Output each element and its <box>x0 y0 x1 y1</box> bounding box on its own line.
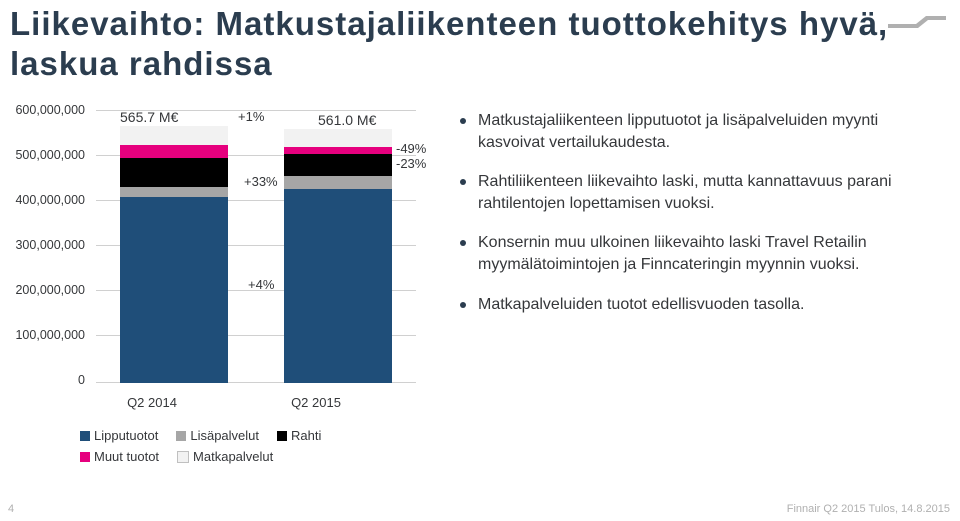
bullet-item: Matkustajaliikenteen lipputuotot ja lisä… <box>460 110 940 153</box>
bullet-item: Rahtiliikenteen liikevaihto laski, mutta… <box>460 171 940 214</box>
pct-minus23: -23% <box>396 156 426 171</box>
bullet-dot-icon <box>460 302 466 308</box>
bar-segment-matkapalvelut <box>284 129 392 148</box>
x-label-1: Q2 2015 <box>256 395 376 410</box>
legend-item: Lipputuotot <box>80 428 158 443</box>
y-tick-4: 400,000,000 <box>0 193 85 207</box>
legend-item: Lisäpalvelut <box>176 428 259 443</box>
bar-segment-lisäpalvelut <box>284 176 392 189</box>
bullet-list: Matkustajaliikenteen lipputuotot ja lisä… <box>460 110 940 333</box>
footer-text: Finnair Q2 2015 Tulos, 14.8.2015 <box>787 503 950 515</box>
legend-label: Rahti <box>291 428 321 443</box>
bar-total-0: 565.7 M€ <box>120 109 178 125</box>
bar-segment-rahti <box>284 154 392 177</box>
y-tick-6: 600,000,000 <box>0 103 85 117</box>
bullet-dot-icon <box>460 118 466 124</box>
bullet-text: Rahtiliikenteen liikevaihto laski, mutta… <box>478 171 940 214</box>
legend: Lipputuotot Lisäpalvelut Rahti Muut tuotot M… <box>80 428 430 470</box>
bar-q2-2015 <box>284 129 392 383</box>
y-tick-5: 500,000,000 <box>0 148 85 162</box>
bullet-dot-icon <box>460 179 466 185</box>
legend-swatch-icon <box>80 431 90 441</box>
legend-swatch-icon <box>176 431 186 441</box>
bullet-text: Matkustajaliikenteen lipputuotot ja lisä… <box>478 110 940 153</box>
plot-area: 565.7 M€ 561.0 M€ +1% -49% -23% +33% +4% <box>96 110 416 390</box>
x-label-0: Q2 2014 <box>92 395 212 410</box>
y-tick-2: 200,000,000 <box>0 283 85 297</box>
bullet-dot-icon <box>460 240 466 246</box>
bullet-item: Konsernin muu ulkoinen liikevaihto laski… <box>460 232 940 275</box>
pct-plus1: +1% <box>238 109 264 124</box>
page-title: Liikevaihto: Matkustajaliikenteen tuotto… <box>10 4 960 83</box>
pct-plus4: +4% <box>248 277 274 292</box>
bar-segment-muut tuotot <box>120 145 228 158</box>
bar-q2-2014 <box>120 126 228 383</box>
legend-swatch-icon <box>277 431 287 441</box>
legend-swatch-icon <box>177 451 189 463</box>
bullet-item: Matkapalveluiden tuotot edellisvuoden ta… <box>460 294 940 316</box>
bullet-text: Matkapalveluiden tuotot edellisvuoden ta… <box>478 294 804 316</box>
legend-swatch-icon <box>80 452 90 462</box>
bar-segment-rahti <box>120 158 228 187</box>
legend-item: Matkapalvelut <box>177 449 273 464</box>
legend-item: Muut tuotot <box>80 449 159 464</box>
bar-segment-lisäpalvelut <box>120 187 228 197</box>
bar-segment-lipputuotot <box>120 197 228 383</box>
bar-segment-matkapalvelut <box>120 126 228 145</box>
legend-label: Lisäpalvelut <box>190 428 259 443</box>
y-tick-3: 300,000,000 <box>0 238 85 252</box>
pct-plus33: +33% <box>244 174 278 189</box>
legend-item: Rahti <box>277 428 321 443</box>
bar-total-1: 561.0 M€ <box>318 112 376 128</box>
y-tick-0: 0 <box>0 373 85 387</box>
page-number: 4 <box>8 503 14 515</box>
legend-label: Lipputuotot <box>94 428 158 443</box>
legend-label: Matkapalvelut <box>193 449 273 464</box>
bullet-text: Konsernin muu ulkoinen liikevaihto laski… <box>478 232 940 275</box>
finnair-logo-icon <box>886 10 946 30</box>
bar-segment-muut tuotot <box>284 147 392 153</box>
bar-segment-lipputuotot <box>284 189 392 383</box>
legend-label: Muut tuotot <box>94 449 159 464</box>
revenue-chart: 600,000,000 500,000,000 400,000,000 300,… <box>0 110 430 410</box>
pct-minus49: -49% <box>396 141 426 156</box>
y-tick-1: 100,000,000 <box>0 328 85 342</box>
